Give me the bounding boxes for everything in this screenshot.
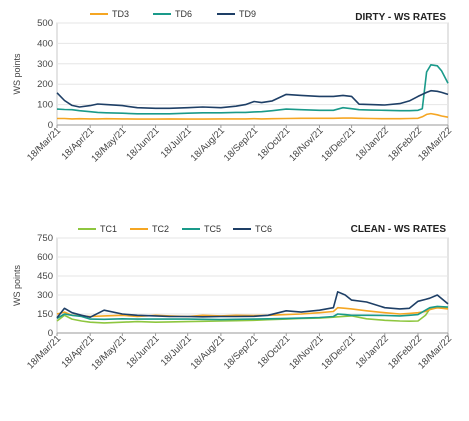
x-tick-label: 18/Sep/21 (222, 333, 260, 371)
y-tick-label: 300 (37, 59, 53, 70)
legend-label-td6: TD6 (175, 9, 192, 19)
x-tick-label: 18/Mar/21 (25, 333, 63, 371)
series-line-td3 (57, 112, 449, 120)
y-tick-label: 150 (37, 309, 53, 320)
series-line-tc5 (56, 305, 449, 321)
legend-label-tc6: TC6 (255, 224, 272, 234)
legend-label-tc5: TC5 (204, 224, 221, 234)
y-tick-label: 450 (37, 271, 53, 282)
x-tick-label: 18/Sep/21 (222, 125, 260, 163)
chart-title: DIRTY - WS RATES (355, 12, 446, 23)
legend-label-td3: TD3 (112, 9, 129, 19)
x-tick-label: 18/May/21 (89, 333, 128, 372)
series-line-tc6 (56, 290, 449, 319)
legend-label-tc2: TC2 (152, 224, 169, 234)
x-tick-label: 18/Nov/21 (287, 333, 325, 371)
chart-1: 010020030040050018/Mar/2118/Apr/2118/May… (12, 9, 454, 164)
y-axis-label: WS points (12, 264, 22, 306)
x-tick-label: 18/Jan/22 (354, 333, 391, 370)
chart-2: 015030045060075018/Mar/2118/Apr/2118/May… (12, 224, 454, 372)
series-line-td9 (56, 89, 449, 110)
y-tick-label: 400 (37, 38, 53, 49)
x-tick-label: 18/Jan/22 (354, 125, 391, 162)
series-line-tc2 (56, 306, 449, 318)
x-tick-label: 18/Aug/21 (189, 333, 227, 371)
y-tick-label: 500 (37, 18, 53, 29)
x-tick-label: 18/Dec/21 (319, 333, 357, 371)
x-tick-label: 18/May/21 (89, 125, 128, 164)
y-tick-label: 750 (37, 233, 53, 244)
y-tick-label: 300 (37, 290, 53, 301)
y-tick-label: 0 (48, 328, 53, 339)
y-tick-label: 100 (37, 100, 53, 111)
y-tick-label: 0 (48, 120, 53, 131)
x-tick-label: 18/Nov/21 (287, 125, 325, 163)
legend-label-tc1: TC1 (100, 224, 117, 234)
y-tick-label: 200 (37, 79, 53, 90)
x-tick-label: 18/Dec/21 (319, 125, 357, 163)
x-tick-label: 18/Jun/21 (124, 333, 161, 370)
x-tick-label: 18/Aug/21 (189, 125, 227, 163)
x-tick-label: 18/Mar/21 (25, 125, 63, 163)
x-tick-label: 18/Jun/21 (124, 125, 161, 162)
series-line-td6 (56, 64, 449, 115)
y-tick-label: 600 (37, 252, 53, 263)
chart-title: CLEAN - WS RATES (351, 224, 447, 235)
legend-label-td9: TD9 (239, 9, 256, 19)
y-axis-label: WS points (12, 53, 22, 95)
